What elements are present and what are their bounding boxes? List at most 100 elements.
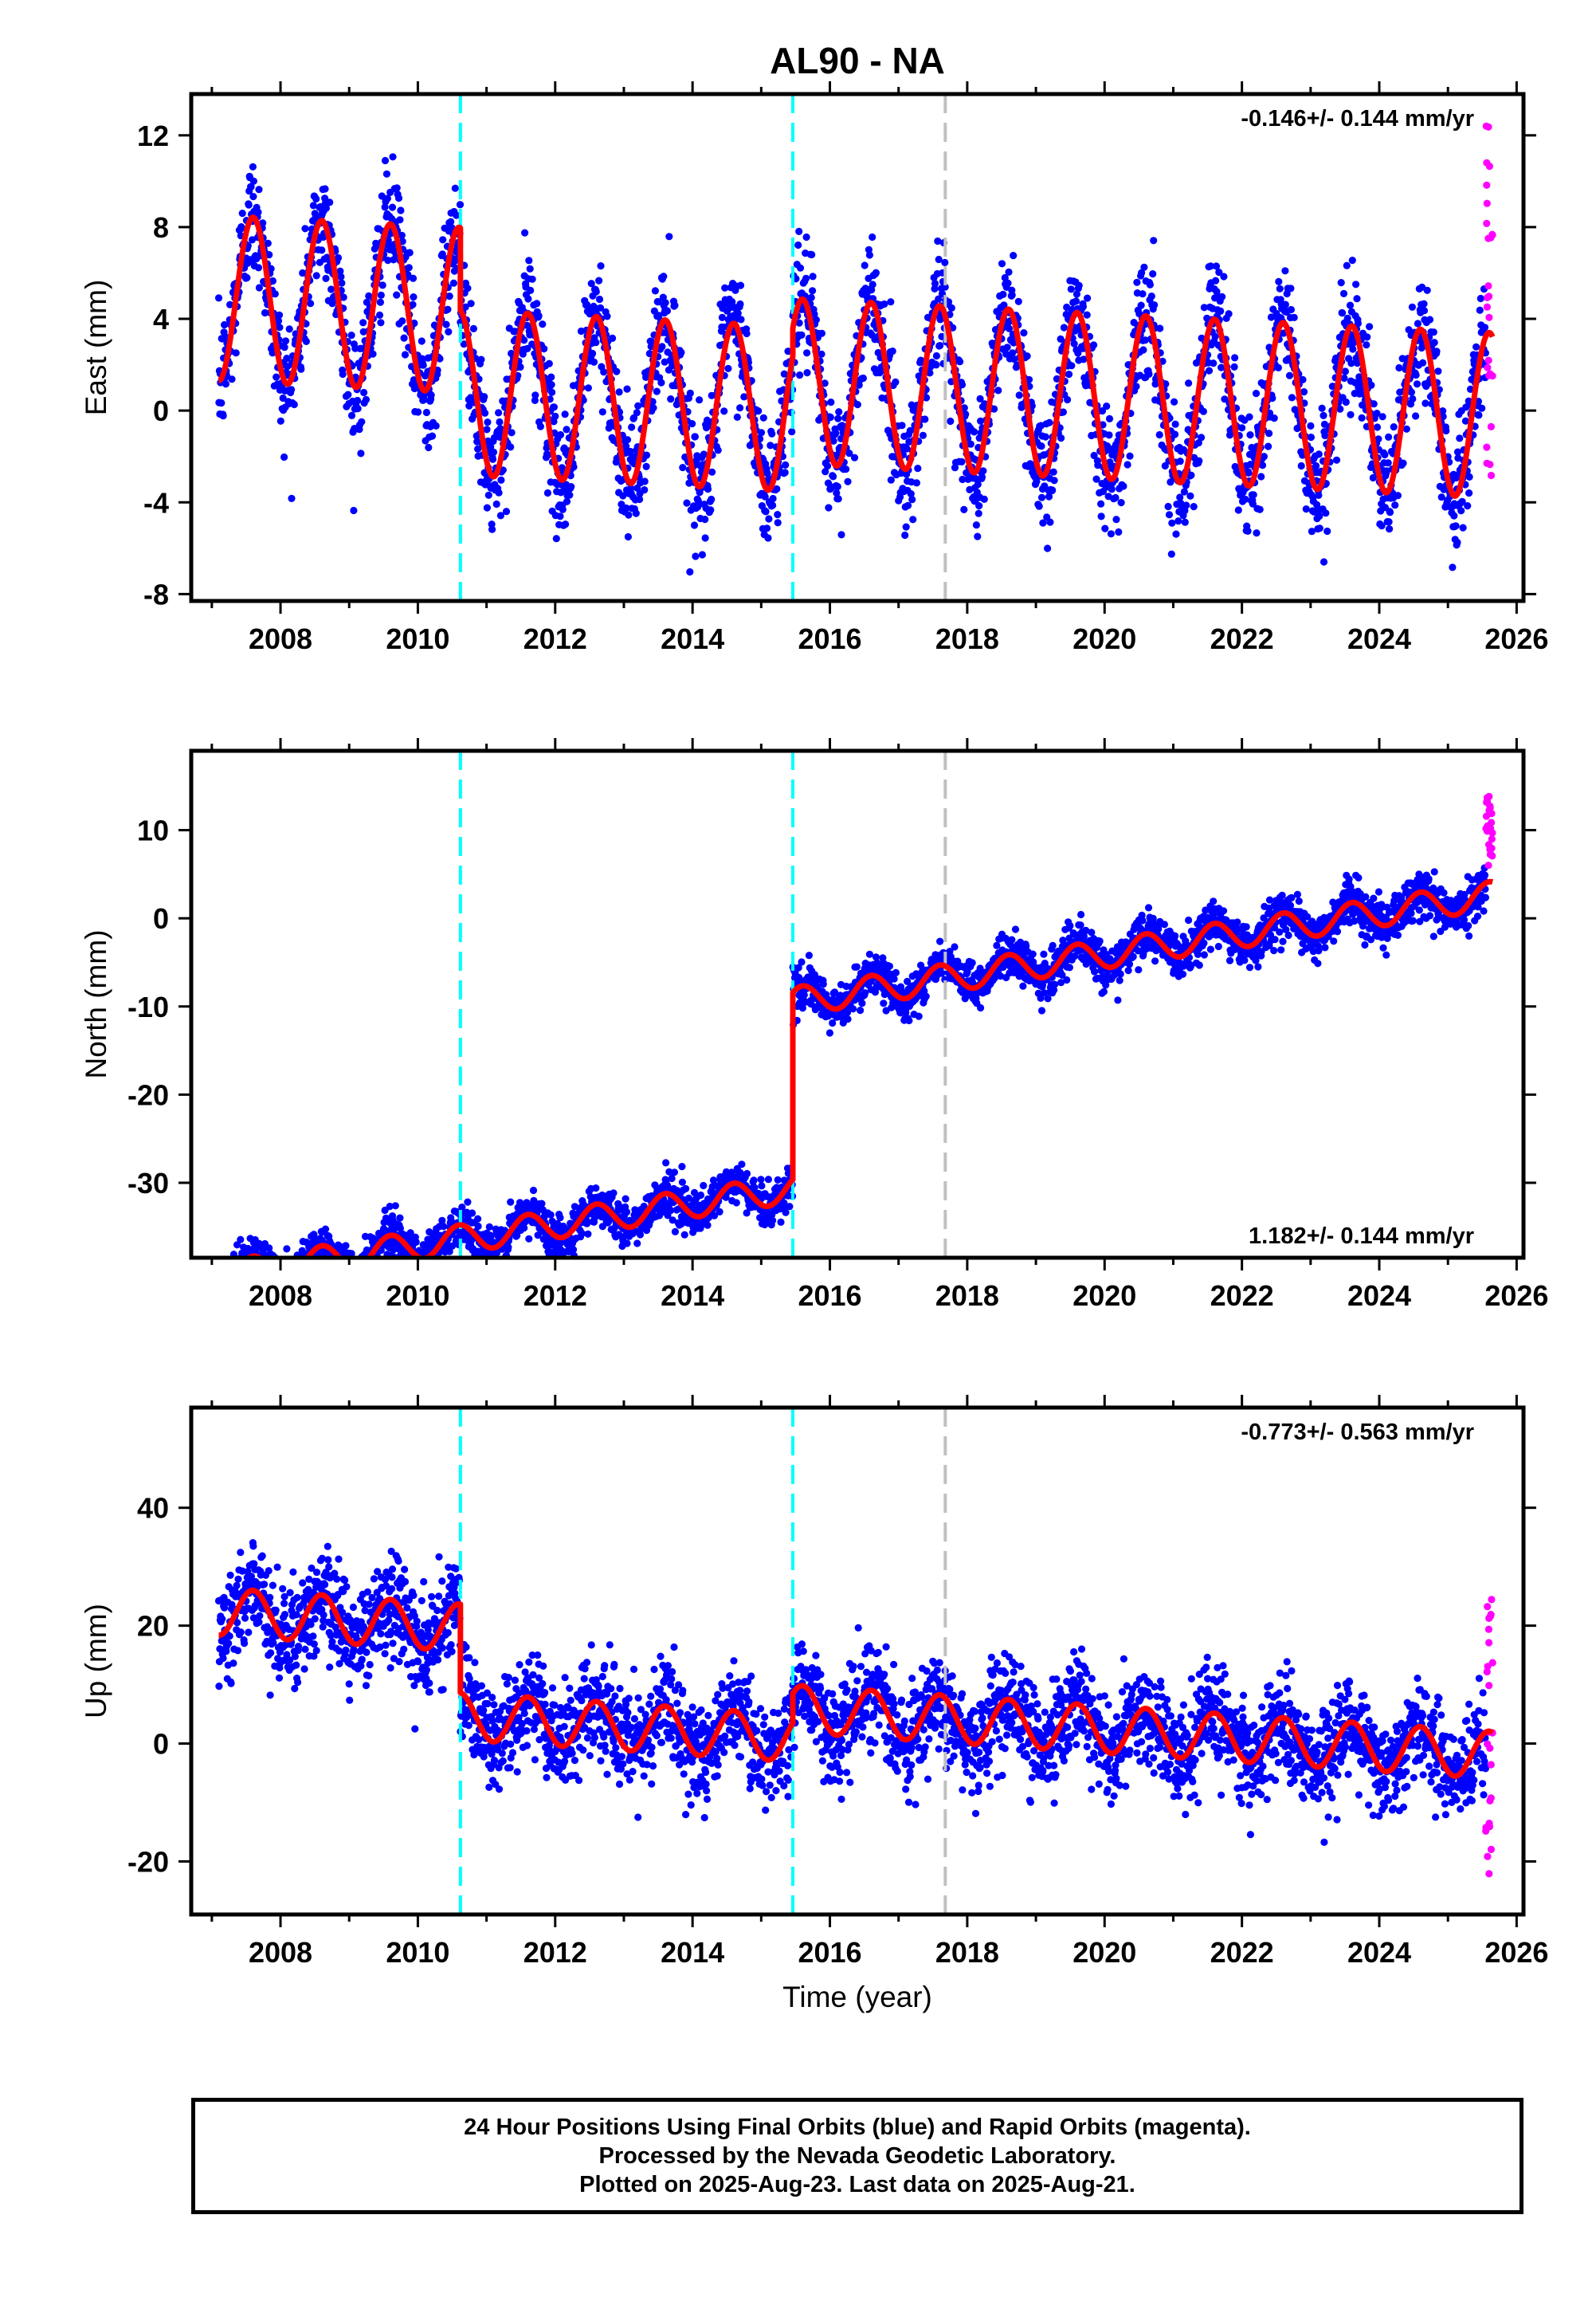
final-orbit-point [679, 464, 687, 472]
final-orbit-point [907, 490, 915, 498]
final-orbit-point [238, 1286, 245, 1294]
final-orbit-point [613, 367, 621, 375]
final-orbit-point [932, 361, 940, 369]
final-orbit-point [876, 369, 884, 377]
final-orbit-point [1217, 307, 1225, 315]
final-orbit-point [1253, 529, 1261, 537]
final-orbit-point [1269, 395, 1276, 403]
final-orbit-point [439, 236, 447, 244]
final-orbit-point [641, 477, 649, 485]
final-orbit-point [658, 343, 666, 351]
final-orbit-point [1322, 509, 1330, 517]
final-orbit-point [1320, 558, 1328, 566]
rapid-orbit-point [1483, 199, 1491, 207]
final-orbit-point [1429, 328, 1437, 336]
final-orbit-point [1386, 509, 1394, 516]
final-orbit-point [336, 267, 344, 275]
final-orbit-point [428, 432, 437, 440]
final-orbit-point [963, 469, 971, 477]
final-orbit-point [339, 293, 347, 301]
final-orbit-point [1145, 370, 1153, 378]
final-orbit-point [531, 391, 539, 399]
final-orbit-point [1249, 491, 1257, 499]
final-orbit-point [782, 1208, 790, 1216]
final-orbit-point [1307, 422, 1315, 430]
final-orbit-point [461, 303, 469, 311]
final-orbit-point [788, 428, 796, 436]
final-orbit-point [359, 319, 367, 327]
final-orbit-point [218, 399, 225, 407]
final-orbit-point [309, 202, 317, 210]
final-orbit-point [508, 429, 516, 437]
final-orbit-point [265, 251, 273, 259]
final-orbit-point [1453, 538, 1461, 547]
final-orbit-point [377, 291, 385, 299]
final-orbit-point [720, 407, 728, 415]
final-orbit-point [761, 493, 769, 501]
final-orbit-point [237, 224, 245, 232]
final-orbit-point [227, 1263, 234, 1270]
final-orbit-point [223, 1290, 230, 1298]
final-orbit-point [633, 409, 641, 417]
rapid-orbit-points-east [1482, 122, 1496, 480]
final-orbit-point [750, 1176, 758, 1184]
final-orbit-point [1106, 458, 1114, 466]
final-orbit-point [357, 450, 365, 457]
final-orbit-point [562, 520, 570, 528]
final-orbit-point [216, 1302, 223, 1309]
final-orbit-point [269, 277, 276, 285]
final-orbit-point [312, 272, 320, 280]
final-orbit-point [1234, 506, 1242, 514]
final-orbit-point [1176, 493, 1184, 501]
final-orbit-point [239, 1280, 246, 1287]
final-orbit-point [661, 358, 669, 366]
final-orbit-point [758, 1182, 766, 1190]
final-orbit-point [427, 1263, 434, 1270]
final-orbit-point [1339, 309, 1347, 317]
final-orbit-point [375, 311, 384, 319]
final-orbit-point [634, 402, 642, 410]
final-orbit-point [334, 253, 343, 262]
model-fit-line-east [216, 214, 1496, 499]
final-orbit-point [242, 1261, 249, 1268]
final-orbit-point [246, 1263, 253, 1270]
final-orbit-point [447, 218, 455, 226]
final-orbit-point [350, 1278, 357, 1286]
final-orbit-point [400, 334, 408, 342]
final-orbit-point [1288, 394, 1296, 402]
final-orbit-point [1412, 412, 1420, 420]
final-orbit-point [347, 1250, 355, 1258]
final-orbit-point [1063, 303, 1071, 312]
final-orbit-point [764, 1176, 773, 1184]
final-orbit-point [677, 348, 685, 356]
final-orbit-point [759, 414, 767, 422]
final-orbit-point [660, 273, 668, 281]
final-orbit-point [1476, 306, 1484, 314]
final-orbit-point [1181, 518, 1189, 526]
final-orbit-point [663, 307, 672, 315]
final-orbit-point [337, 1269, 344, 1276]
final-orbit-point [338, 1261, 345, 1268]
x-tick-label-east: 2016 [798, 622, 861, 655]
final-orbit-point [480, 393, 488, 401]
final-orbit-point [538, 1200, 546, 1208]
rapid-orbit-point [1486, 370, 1494, 378]
final-orbit-point [1049, 468, 1057, 476]
final-orbit-point [293, 1260, 300, 1267]
final-orbit-point [686, 389, 694, 397]
final-orbit-point [561, 410, 569, 418]
final-orbit-point [822, 468, 829, 476]
final-orbit-point [227, 1294, 234, 1302]
final-orbit-point [547, 1211, 555, 1219]
final-orbit-point [1133, 278, 1141, 286]
final-orbit-point [1472, 343, 1480, 351]
final-orbit-point [1258, 461, 1267, 469]
final-orbit-point [844, 477, 852, 485]
final-orbit-point [834, 495, 842, 503]
final-orbit-point [247, 183, 255, 190]
final-orbit-point [359, 1270, 367, 1278]
final-orbit-point [1005, 324, 1014, 332]
final-orbit-point [1105, 431, 1113, 439]
final-orbit-point [533, 300, 541, 308]
final-orbit-point [1249, 500, 1257, 508]
